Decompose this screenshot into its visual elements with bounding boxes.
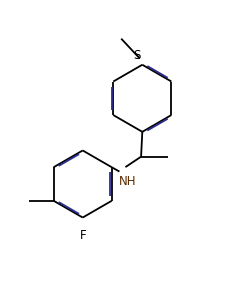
Text: F: F <box>80 229 86 242</box>
Text: S: S <box>133 49 140 62</box>
Text: NH: NH <box>119 175 136 187</box>
